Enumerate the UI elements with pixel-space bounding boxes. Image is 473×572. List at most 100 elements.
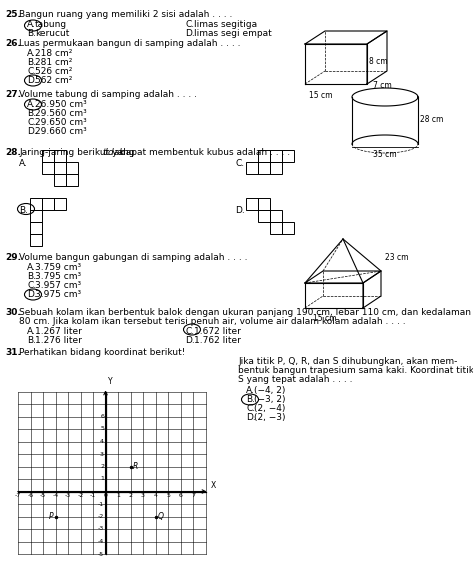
Text: tidak: tidak [102, 148, 124, 157]
Text: 27.: 27. [5, 90, 21, 99]
Bar [282, 150, 294, 162]
Text: 3: 3 [100, 451, 104, 456]
Text: Bangun ruang yang memiliki 2 sisi adalah . . . .: Bangun ruang yang memiliki 2 sisi adalah… [19, 10, 232, 19]
Text: 3.975 cm³: 3.975 cm³ [35, 290, 81, 299]
Text: Volume tabung di samping adalah . . . .: Volume tabung di samping adalah . . . . [19, 90, 197, 99]
Text: 1.276 liter: 1.276 liter [35, 336, 82, 345]
Text: 3.759 cm³: 3.759 cm³ [35, 263, 81, 272]
Bar [258, 150, 270, 162]
Text: 6: 6 [179, 493, 183, 498]
Text: 5: 5 [166, 493, 170, 498]
Text: 29.: 29. [5, 253, 21, 262]
Text: A.: A. [246, 386, 255, 395]
Bar [270, 162, 282, 174]
Bar [258, 210, 270, 222]
Bar [246, 198, 258, 210]
Text: 23 cm: 23 cm [385, 253, 409, 263]
Text: 15 cm: 15 cm [309, 91, 333, 100]
Text: 3: 3 [141, 493, 145, 498]
Text: dapat membentuk kubus adalah . . . .: dapat membentuk kubus adalah . . . . [120, 148, 290, 157]
Text: Jaring-jaring berikut yang: Jaring-jaring berikut yang [19, 148, 137, 157]
Text: A.: A. [27, 100, 36, 109]
Text: 29.660 cm³: 29.660 cm³ [35, 127, 87, 136]
Bar [270, 210, 282, 222]
Text: C.: C. [185, 20, 194, 29]
Bar [42, 162, 54, 174]
Bar [270, 150, 282, 162]
Text: 218 cm²: 218 cm² [35, 49, 72, 58]
Text: bentuk bangun trapesium sama kaki. Koordinat titik: bentuk bangun trapesium sama kaki. Koord… [238, 366, 473, 375]
Text: 1.267 liter: 1.267 liter [35, 327, 82, 336]
Text: 0: 0 [104, 493, 107, 498]
Bar [258, 198, 270, 210]
Text: -4: -4 [53, 493, 59, 498]
Text: B.: B. [19, 206, 28, 215]
Text: Luas permukaan bangun di samping adalah . . . .: Luas permukaan bangun di samping adalah … [19, 39, 240, 48]
Text: Jika titik P, Q, R, dan S dihubungkan, akan mem-: Jika titik P, Q, R, dan S dihubungkan, a… [238, 357, 457, 366]
Text: -1: -1 [90, 493, 96, 498]
Bar [54, 198, 66, 210]
Text: 3.957 cm³: 3.957 cm³ [35, 281, 81, 290]
Text: Y: Y [107, 378, 112, 387]
Text: A.: A. [27, 49, 36, 58]
Text: 1.672 liter: 1.672 liter [194, 327, 241, 336]
Text: 26.950 cm³: 26.950 cm³ [35, 100, 87, 109]
Text: kerucut: kerucut [35, 29, 70, 38]
Text: A.: A. [19, 159, 28, 168]
Bar [30, 198, 42, 210]
Text: B.: B. [27, 109, 36, 118]
Text: 526 cm²: 526 cm² [35, 67, 72, 76]
Text: -5: -5 [98, 551, 104, 557]
Bar [246, 162, 258, 174]
Text: 29.650 cm³: 29.650 cm³ [35, 118, 87, 127]
Text: 1.762 liter: 1.762 liter [194, 336, 241, 345]
Text: -7: -7 [15, 493, 21, 498]
Text: 31.: 31. [5, 348, 21, 357]
Text: Perhatikan bidang koordinat berikut!: Perhatikan bidang koordinat berikut! [19, 348, 185, 357]
Text: 15 cm: 15 cm [313, 314, 337, 323]
Text: -2: -2 [78, 493, 84, 498]
Text: -6: -6 [27, 493, 34, 498]
Text: 28 cm: 28 cm [420, 116, 443, 125]
Text: D.: D. [27, 290, 37, 299]
Bar [30, 222, 42, 234]
Bar [66, 162, 78, 174]
Text: 562 cm²: 562 cm² [35, 76, 72, 85]
Text: -3: -3 [65, 493, 71, 498]
Text: 26.: 26. [5, 39, 21, 48]
Text: (2, −4): (2, −4) [254, 404, 285, 413]
Text: R: R [132, 462, 138, 471]
Text: 6: 6 [100, 414, 104, 419]
Bar [270, 222, 282, 234]
Text: 2: 2 [129, 493, 132, 498]
Text: D.: D. [27, 76, 37, 85]
Text: -3: -3 [98, 526, 104, 531]
Text: A.: A. [27, 263, 36, 272]
Text: (−4, 2): (−4, 2) [254, 386, 285, 395]
Text: -5: -5 [40, 493, 46, 498]
Text: 4: 4 [100, 439, 104, 444]
Text: D.: D. [246, 413, 256, 422]
Text: P: P [49, 512, 53, 521]
Text: A.: A. [27, 327, 36, 336]
Text: C.: C. [185, 327, 194, 336]
Text: C.: C. [235, 159, 244, 168]
Bar [282, 222, 294, 234]
Text: X: X [210, 482, 216, 491]
Text: 1: 1 [100, 476, 104, 482]
Text: 4: 4 [154, 493, 158, 498]
Text: B.: B. [27, 336, 36, 345]
Text: C.: C. [27, 67, 36, 76]
Text: (2, −3): (2, −3) [254, 413, 286, 422]
Text: Volume bangun gabungan di samping adalah . . . .: Volume bangun gabungan di samping adalah… [19, 253, 247, 262]
Text: 35 cm: 35 cm [373, 150, 397, 159]
Text: D.: D. [27, 127, 37, 136]
Text: B.: B. [27, 272, 36, 281]
Text: 28.: 28. [5, 148, 21, 157]
Text: 2: 2 [100, 464, 104, 469]
Bar [30, 234, 42, 246]
Bar [42, 150, 54, 162]
Bar [54, 150, 66, 162]
Bar [42, 198, 54, 210]
Text: -2: -2 [98, 514, 104, 519]
